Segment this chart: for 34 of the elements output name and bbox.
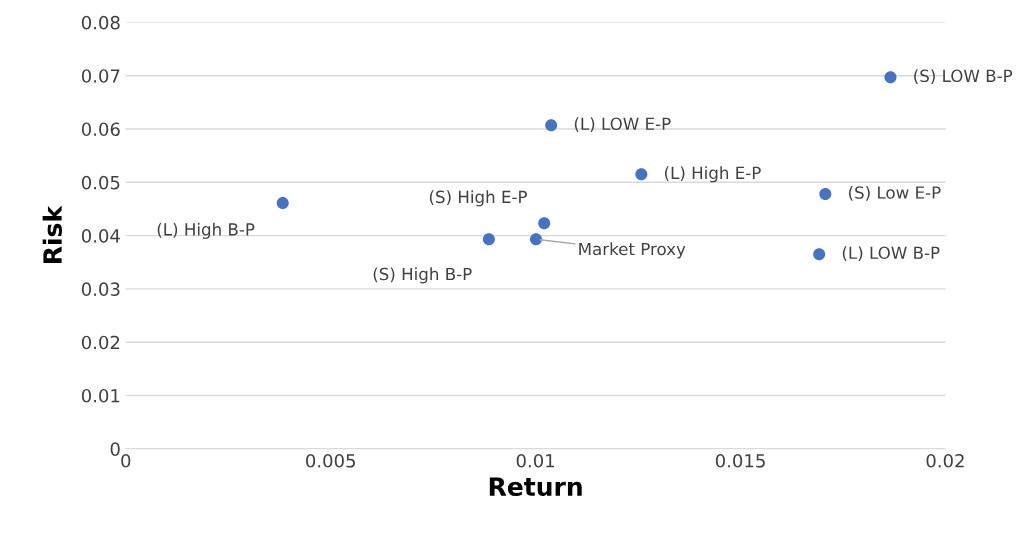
y-tick-label: 0.06 xyxy=(81,122,120,137)
x-tick-label: 0 xyxy=(121,453,131,468)
point xyxy=(884,71,897,84)
annotation: (L) High E-P xyxy=(664,166,761,183)
x-tick-label: 0.02 xyxy=(926,453,964,468)
annotation: (L) LOW B-P xyxy=(842,246,940,262)
point xyxy=(530,233,543,246)
y-axis-title: Risk xyxy=(42,205,62,263)
point xyxy=(276,197,289,210)
y-tick-label: 0 xyxy=(110,442,120,456)
y-tick-label: 0.01 xyxy=(81,388,120,403)
annotation: (S) LOW B-P xyxy=(914,69,1013,85)
annotation: (S) High E-P xyxy=(429,190,527,207)
point xyxy=(482,233,495,246)
x-tick-label: 0.015 xyxy=(715,453,765,468)
annotation: (L) High B-P xyxy=(157,222,255,239)
x-tick-label: 0.005 xyxy=(306,453,355,468)
x-tick-label: 0.01 xyxy=(516,453,555,468)
y-tick-label: 0.07 xyxy=(81,69,120,83)
annotation: Market Proxy xyxy=(579,242,686,259)
annotation: (S) Low E-P xyxy=(849,185,941,201)
annotation: (S) High B-P xyxy=(373,267,472,284)
point xyxy=(635,168,648,181)
point xyxy=(819,188,832,201)
point xyxy=(538,217,551,230)
y-tick-label: 0.08 xyxy=(81,15,120,30)
point xyxy=(545,119,558,132)
y-tick-label: 0.05 xyxy=(81,175,120,190)
y-tick-label: 0.02 xyxy=(81,335,120,350)
annotation: (L) LOW E-P xyxy=(574,117,671,133)
y-tick-label: 0.03 xyxy=(81,282,120,296)
y-tick-label: 0.04 xyxy=(81,229,120,243)
x-axis-title: Return xyxy=(489,477,582,497)
point xyxy=(813,248,826,261)
